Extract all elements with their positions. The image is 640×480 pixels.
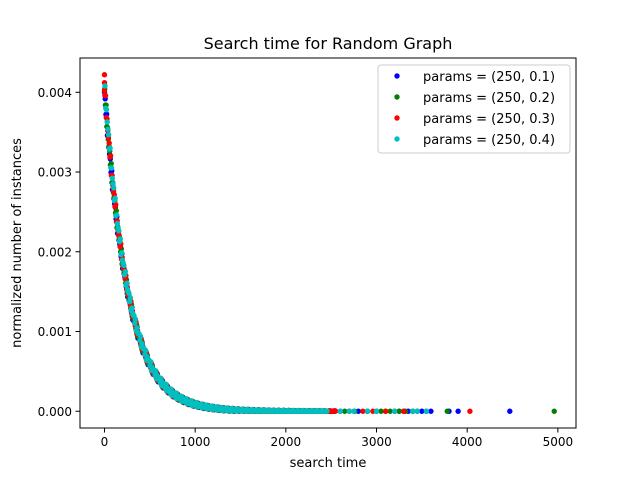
data-point-series-4 [134, 325, 140, 331]
data-point-series-3 [101, 87, 108, 94]
data-point-series-4 [117, 236, 123, 242]
x-tick-label: 3000 [361, 435, 392, 449]
legend-label-series-1: params = (250, 0.1) [423, 70, 555, 85]
data-point-series-4 [119, 250, 125, 256]
data-point-series-3 [102, 92, 109, 99]
data-point-series-3 [332, 408, 339, 414]
data-point-series-4 [423, 408, 430, 414]
legend-label-series-4: params = (250, 0.4) [423, 133, 555, 148]
data-point-series-3 [113, 201, 119, 208]
data-point-series-4 [102, 83, 108, 89]
data-point-series-4 [410, 408, 416, 414]
data-point-series-4 [346, 408, 353, 414]
legend: params = (250, 0.1) params = (250, 0.2) … [377, 64, 571, 154]
data-point-series-4 [158, 375, 164, 381]
data-point-series-4 [127, 295, 134, 301]
data-point-series-4 [391, 408, 398, 414]
data-point-series-3 [467, 408, 473, 414]
scatter-points [101, 72, 557, 414]
x-tick-label: 4000 [452, 435, 483, 449]
data-point-series-4 [142, 347, 149, 354]
y-tick-label: 0.004 [38, 86, 72, 100]
data-point-series-4 [324, 408, 330, 414]
data-point-series-1 [428, 408, 434, 414]
data-point-series-4 [414, 408, 421, 414]
data-point-series-4 [132, 316, 139, 322]
x-tick-label: 1000 [180, 435, 211, 449]
data-point-series-4 [122, 268, 129, 275]
data-point-series-4 [114, 220, 121, 227]
data-point-series-3 [101, 72, 108, 78]
data-point-series-2 [444, 408, 450, 414]
data-point-series-2 [342, 408, 348, 414]
data-point-series-4 [108, 165, 115, 171]
legend-label-series-2: params = (250, 0.2) [423, 91, 555, 106]
data-point-series-4 [129, 305, 135, 311]
data-point-series-4 [105, 132, 112, 138]
data-point-series-3 [106, 140, 112, 146]
legend-marker-series-2 [394, 94, 400, 100]
data-point-series-4 [364, 408, 371, 414]
y-axis-ticks: 0.000 0.001 0.002 0.003 0.004 [38, 86, 80, 419]
data-point-series-1 [507, 408, 513, 414]
y-tick-label: 0.003 [38, 166, 72, 180]
y-tick-label: 0.001 [38, 325, 72, 339]
x-tick-label: 0 [101, 435, 109, 449]
data-point-series-3 [382, 408, 389, 414]
data-point-series-2 [378, 408, 384, 414]
data-point-series-4 [139, 341, 145, 347]
plot-frame [79, 57, 577, 429]
legend-box [377, 64, 571, 154]
legend-marker-series-3 [394, 115, 400, 121]
data-point-series-2 [551, 408, 557, 414]
data-point-series-4 [373, 408, 380, 414]
legend-marker-series-4 [394, 136, 400, 142]
legend-label-series-3: params = (250, 0.3) [423, 112, 555, 127]
data-point-series-4 [105, 126, 111, 132]
data-point-series-2 [108, 160, 114, 167]
data-point-series-4 [351, 408, 357, 414]
chart-title: Search time for Random Graph [204, 34, 453, 53]
data-point-series-4 [113, 212, 120, 218]
x-tick-label: 5000 [543, 435, 574, 449]
data-point-series-4 [116, 228, 122, 234]
data-point-series-2 [387, 408, 393, 414]
data-point-series-4 [109, 175, 115, 181]
data-point-series-3 [401, 408, 407, 414]
data-point-series-4 [107, 145, 113, 151]
y-tick-label: 0.002 [38, 245, 72, 259]
data-point-series-4 [104, 119, 110, 125]
x-axis-ticks: 0 1000 2000 3000 4000 5000 [101, 428, 573, 449]
data-point-series-4 [153, 368, 159, 374]
y-tick-label: 0.000 [38, 405, 72, 419]
data-point-series-3 [107, 153, 114, 159]
data-point-series-4 [148, 359, 154, 365]
data-point-series-1 [419, 408, 425, 414]
data-point-series-3 [360, 408, 366, 414]
data-point-series-4 [111, 185, 117, 191]
y-axis-label: normalized number of instances [10, 138, 25, 348]
data-point-series-4 [112, 195, 118, 201]
data-point-series-1 [455, 408, 461, 414]
data-point-series-4 [103, 107, 110, 113]
data-point-series-4 [110, 181, 116, 187]
legend-marker-series-1 [394, 73, 400, 79]
data-point-series-4 [137, 333, 144, 340]
data-point-series-4 [124, 280, 130, 287]
data-point-series-4 [337, 408, 343, 414]
x-tick-label: 2000 [271, 435, 302, 449]
data-point-series-4 [121, 262, 127, 269]
x-axis-label: search time [290, 456, 367, 471]
data-point-series-2 [396, 408, 402, 414]
data-point-series-4 [126, 290, 132, 297]
